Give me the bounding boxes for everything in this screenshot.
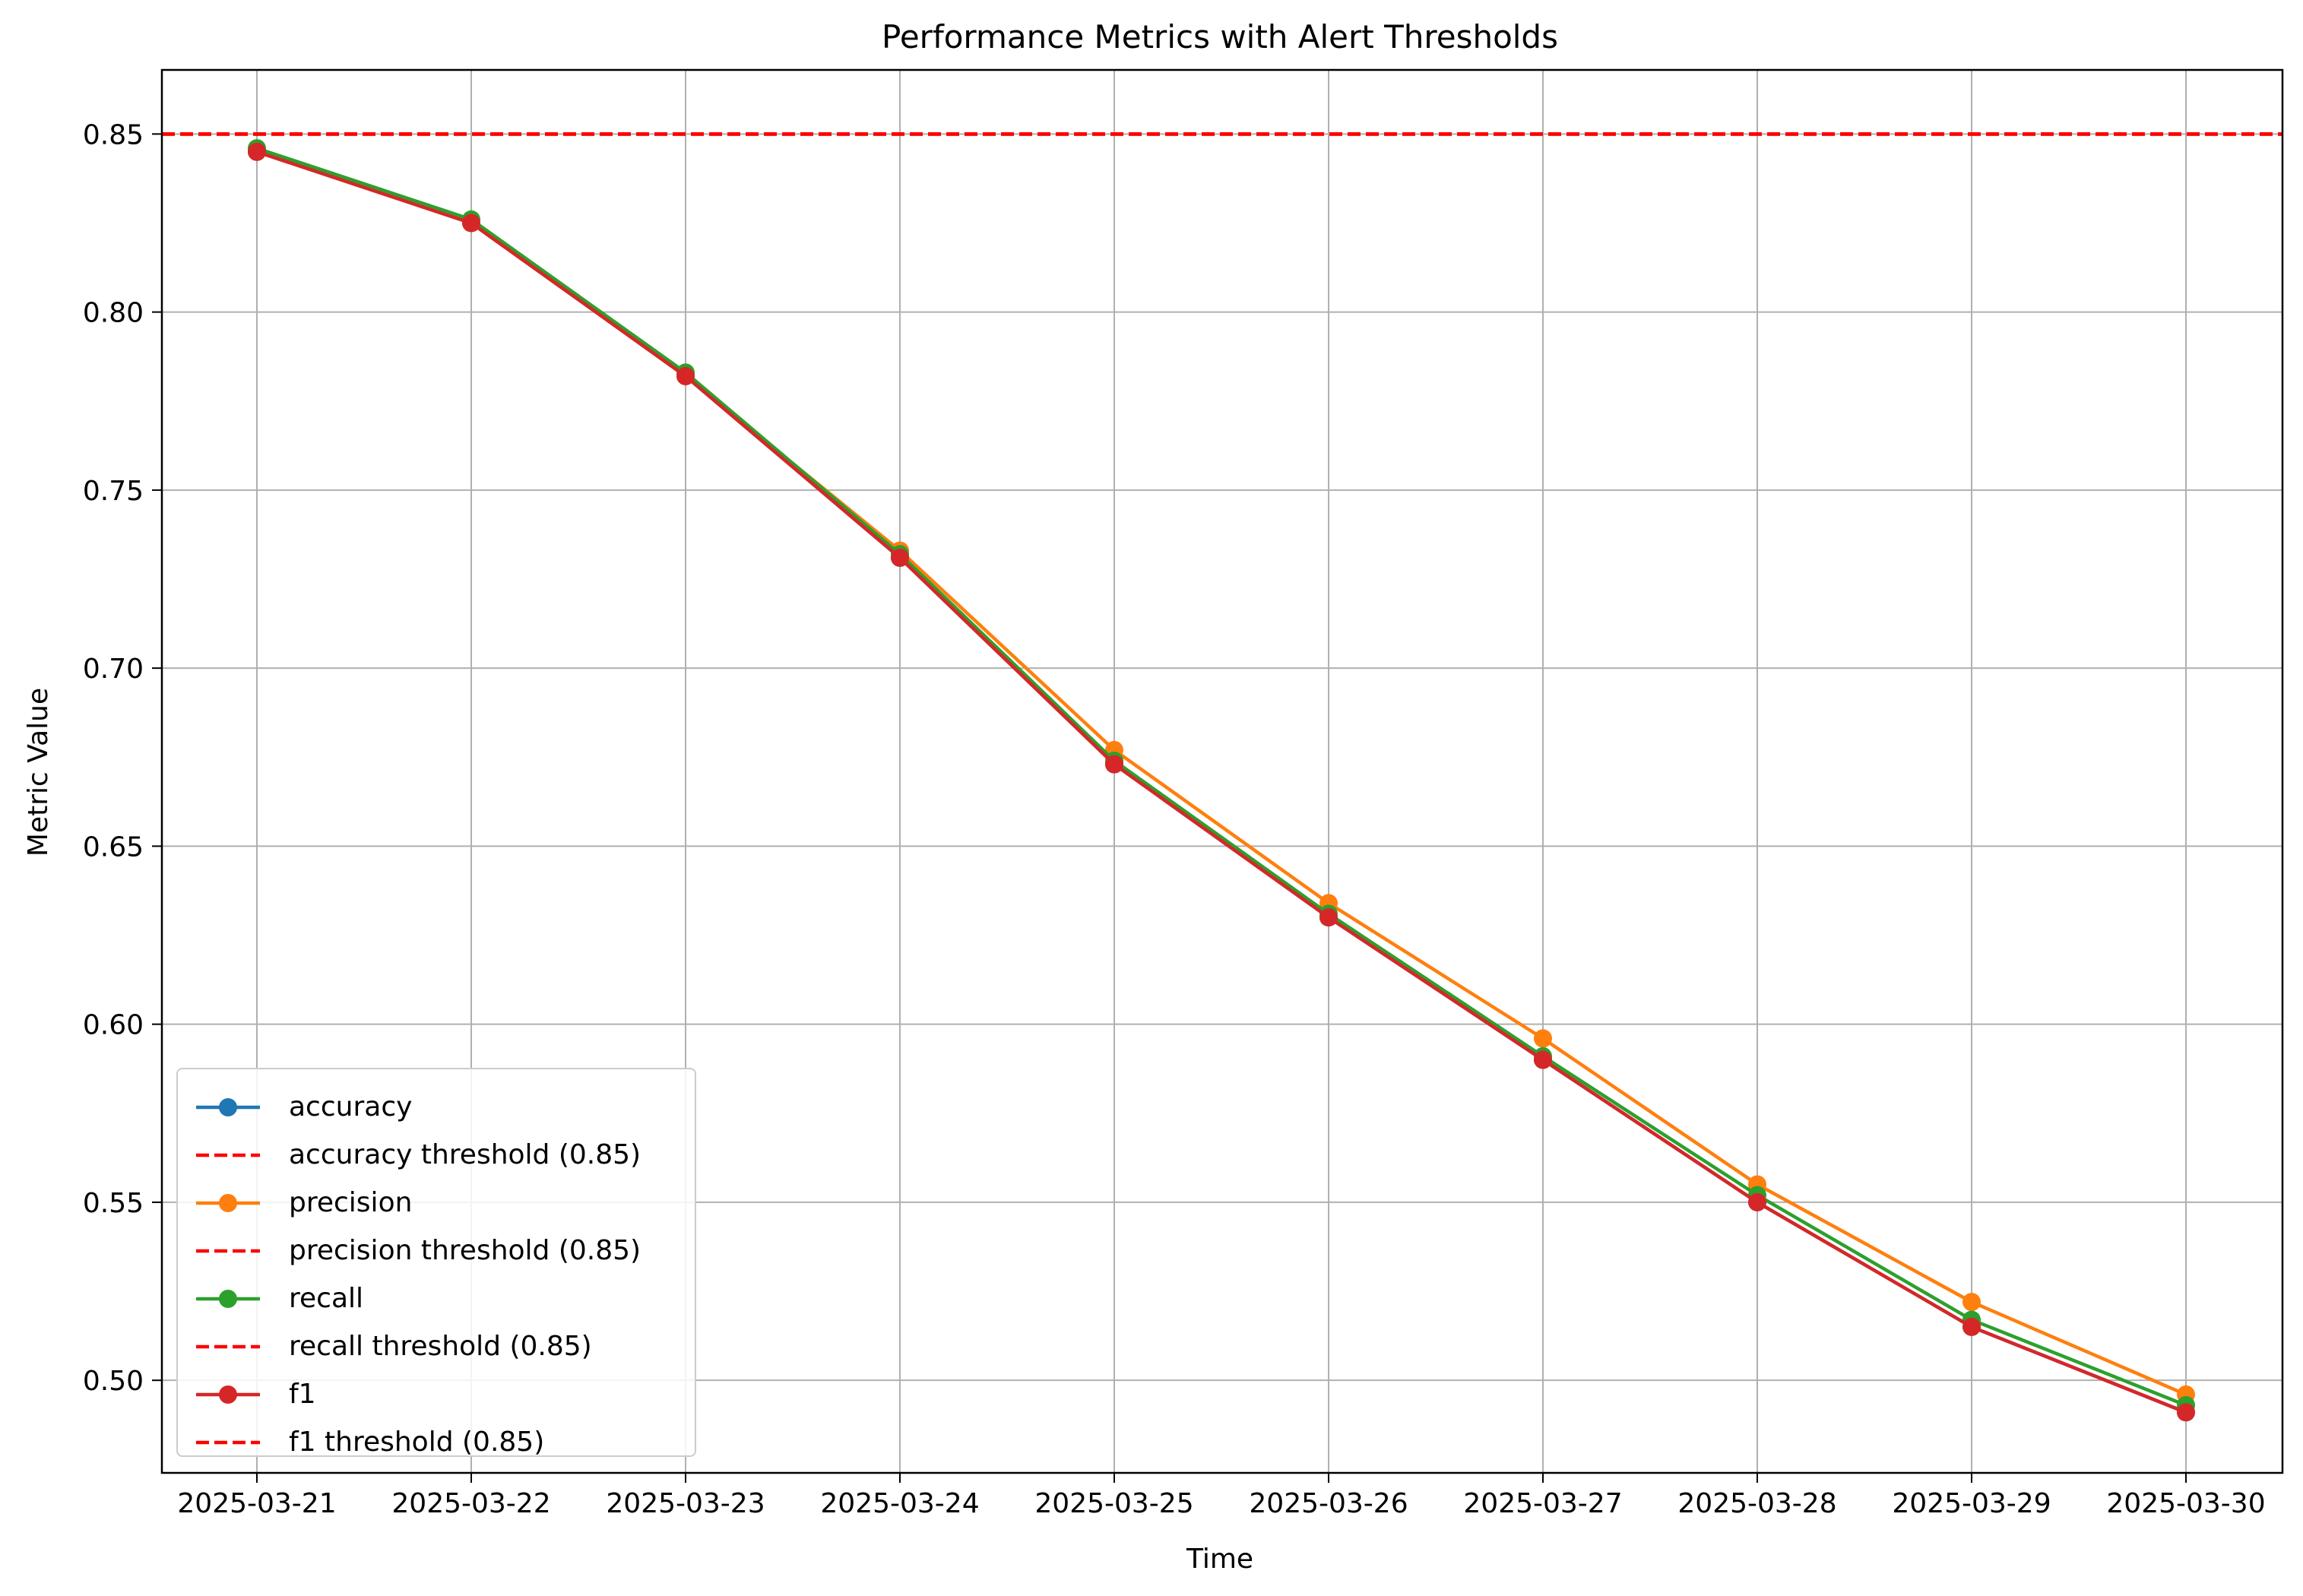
legend-item: precision bbox=[192, 1179, 695, 1227]
legend-swatch bbox=[192, 1144, 265, 1167]
legend-swatch bbox=[192, 1383, 265, 1406]
legend-label: recall bbox=[289, 1283, 364, 1314]
data-point-precision bbox=[1962, 1293, 1981, 1312]
legend-label: f1 bbox=[289, 1379, 316, 1410]
y-axis-label: Metric Value bbox=[23, 688, 54, 857]
x-tick-label: 2025-03-24 bbox=[820, 1488, 979, 1519]
data-point-f1 bbox=[2177, 1403, 2195, 1422]
legend-marker bbox=[219, 1193, 237, 1212]
legend-item: f1 bbox=[192, 1370, 695, 1418]
x-tick-label: 2025-03-28 bbox=[1677, 1488, 1836, 1519]
legend-item: accuracy bbox=[192, 1083, 695, 1131]
legend-label: f1 threshold (0.85) bbox=[289, 1427, 545, 1458]
legend-item: accuracy threshold (0.85) bbox=[192, 1131, 695, 1179]
x-tick-label: 2025-03-22 bbox=[391, 1488, 550, 1519]
x-tick-label: 2025-03-23 bbox=[606, 1488, 765, 1519]
axis-ticks: 2025-03-21 2025-03-22 2025-03-23 2025-03-24… bbox=[83, 119, 2266, 1519]
y-tick-label: 0.65 bbox=[83, 831, 144, 863]
legend-label: recall threshold (0.85) bbox=[289, 1331, 592, 1362]
legend-swatch bbox=[192, 1431, 265, 1454]
data-point-f1 bbox=[1962, 1317, 1981, 1336]
legend-marker bbox=[219, 1385, 237, 1404]
series-lines bbox=[248, 139, 2195, 1422]
y-tick-label: 0.70 bbox=[83, 654, 144, 685]
data-point-f1 bbox=[462, 214, 480, 233]
x-axis-label: Time bbox=[1186, 1544, 1253, 1575]
data-point-f1 bbox=[891, 548, 909, 567]
data-point-precision bbox=[1534, 1029, 1552, 1048]
legend-swatch bbox=[192, 1096, 265, 1119]
legend-swatch bbox=[192, 1192, 265, 1214]
legend-swatch bbox=[192, 1240, 265, 1262]
y-tick-label: 0.50 bbox=[83, 1366, 144, 1397]
legend-label: accuracy bbox=[289, 1091, 413, 1123]
data-point-f1 bbox=[248, 142, 266, 161]
legend-label: precision bbox=[289, 1187, 413, 1218]
legend-marker bbox=[219, 1289, 237, 1308]
legend-label: accuracy threshold (0.85) bbox=[289, 1139, 641, 1170]
legend: accuracy accuracy threshold (0.85) precisi… bbox=[176, 1068, 696, 1458]
x-tick-label: 2025-03-21 bbox=[177, 1488, 336, 1519]
data-point-f1 bbox=[1534, 1050, 1552, 1069]
y-tick-label: 0.80 bbox=[83, 298, 144, 329]
legend-item: precision threshold (0.85) bbox=[192, 1227, 695, 1275]
y-tick-label: 0.60 bbox=[83, 1010, 144, 1041]
legend-item: f1 threshold (0.85) bbox=[192, 1418, 695, 1466]
legend-swatch bbox=[192, 1287, 265, 1310]
x-tick-label: 2025-03-26 bbox=[1249, 1488, 1408, 1519]
legend-marker bbox=[219, 1097, 237, 1116]
chart-title: Performance Metrics with Alert Threshold… bbox=[882, 18, 1558, 55]
x-tick-label: 2025-03-30 bbox=[2106, 1488, 2265, 1519]
plot-frame bbox=[160, 68, 2284, 1474]
legend-label: precision threshold (0.85) bbox=[289, 1235, 641, 1266]
data-point-f1 bbox=[676, 366, 695, 385]
y-tick-label: 0.75 bbox=[83, 476, 144, 507]
x-tick-label: 2025-03-29 bbox=[1892, 1488, 2051, 1519]
x-tick-label: 2025-03-27 bbox=[1463, 1488, 1622, 1519]
data-point-f1 bbox=[1105, 755, 1123, 774]
legend-swatch bbox=[192, 1335, 265, 1358]
y-tick-label: 0.55 bbox=[83, 1188, 144, 1219]
series-line-recall bbox=[256, 146, 2187, 1408]
x-tick-label: 2025-03-25 bbox=[1034, 1488, 1193, 1519]
y-tick-label: 0.85 bbox=[83, 119, 144, 150]
data-point-f1 bbox=[1319, 908, 1338, 927]
data-point-f1 bbox=[1748, 1192, 1766, 1211]
legend-item: recall bbox=[192, 1275, 695, 1322]
legend-item: recall threshold (0.85) bbox=[192, 1322, 695, 1370]
series-line-f1 bbox=[256, 150, 2187, 1414]
